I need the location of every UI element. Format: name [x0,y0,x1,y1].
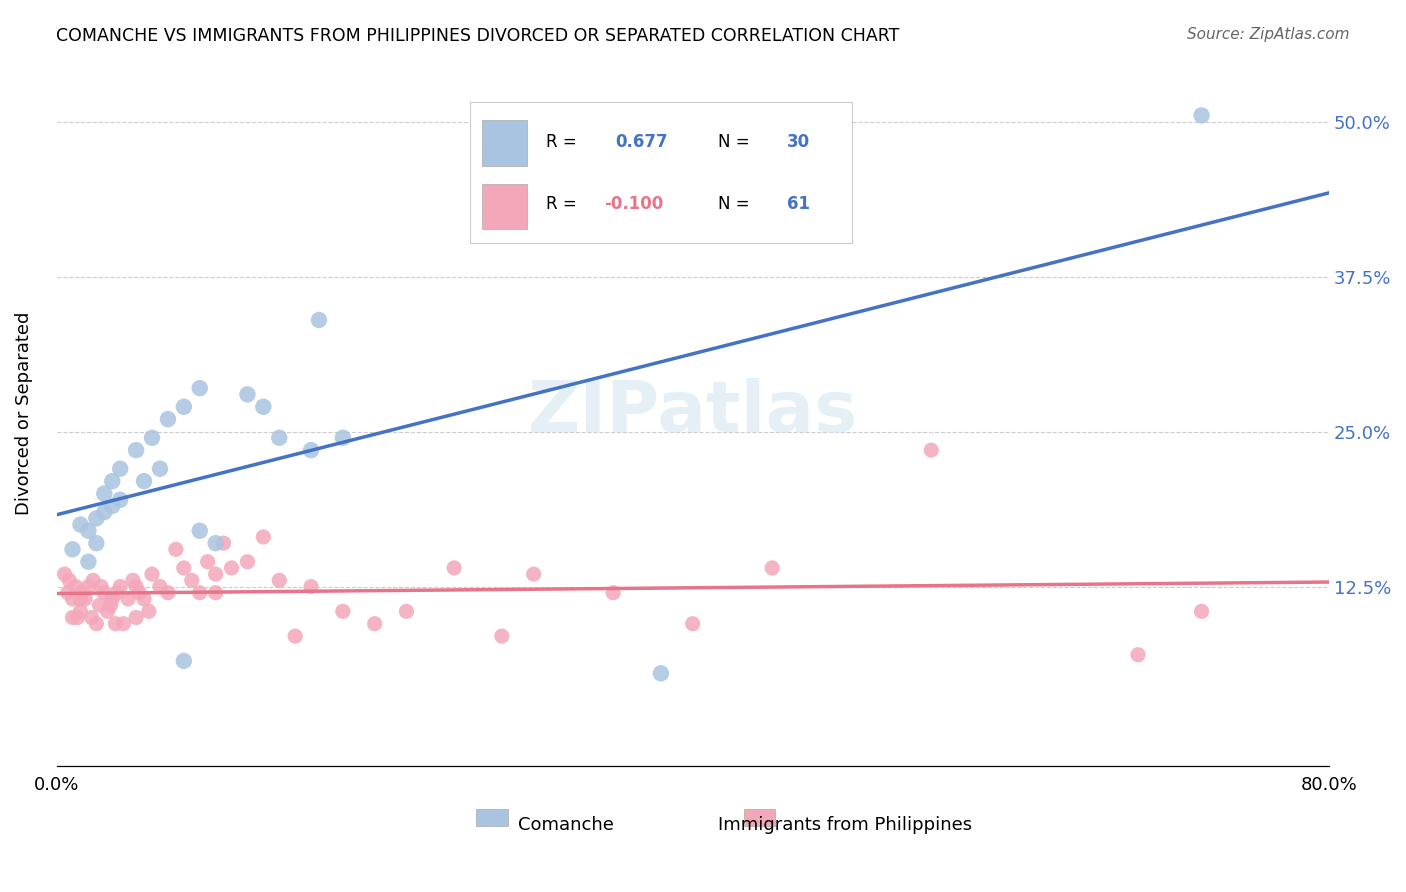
Point [86,511,108,525]
Point [173,654,195,668]
Point [363,616,385,631]
Point [602,586,624,600]
Point [252,530,274,544]
Point [236,555,259,569]
Point [920,443,942,458]
Point [62,542,84,557]
Point [77,555,100,569]
Point [77,580,100,594]
Point [93,505,115,519]
Point [82,574,104,588]
Point [62,610,84,624]
Point [62,591,84,606]
Point [101,499,124,513]
Point [56,586,79,600]
Point [156,586,179,600]
Point [66,610,89,624]
Point [221,561,243,575]
Point [212,536,235,550]
Text: Source: ZipAtlas.com: Source: ZipAtlas.com [1187,27,1350,42]
Point [138,604,160,618]
FancyBboxPatch shape [744,809,775,826]
Point [132,474,155,488]
Point [90,580,112,594]
Point [75,591,97,606]
Point [332,431,354,445]
Point [96,604,118,618]
Point [180,574,202,588]
Point [1191,108,1213,122]
Point [53,567,76,582]
Point [204,536,226,550]
Point [204,567,226,582]
Point [132,591,155,606]
Point [65,580,87,594]
Point [141,431,163,445]
Point [149,580,172,594]
Point [105,586,128,600]
Point [269,431,291,445]
Point [86,536,108,550]
Point [70,586,93,600]
Point [173,400,195,414]
Point [1191,604,1213,618]
Point [77,524,100,538]
Point [523,567,546,582]
Point [269,574,291,588]
Text: Comanche: Comanche [517,816,613,834]
Point [491,629,513,643]
Point [93,486,115,500]
Point [650,666,672,681]
Point [117,591,139,606]
Point [110,492,132,507]
Point [101,591,124,606]
Point [89,598,111,612]
Point [125,580,148,594]
Point [188,524,211,538]
Point [299,443,322,458]
Point [682,616,704,631]
Point [125,443,148,458]
Text: Immigrants from Philippines: Immigrants from Philippines [718,816,973,834]
Point [173,561,195,575]
Point [197,555,219,569]
Text: ZIPatlas: ZIPatlas [527,378,858,448]
Point [188,586,211,600]
Point [252,400,274,414]
Point [69,591,91,606]
Point [69,604,91,618]
Y-axis label: Divorced or Separated: Divorced or Separated [15,311,32,515]
Text: COMANCHE VS IMMIGRANTS FROM PHILIPPINES DIVORCED OR SEPARATED CORRELATION CHART: COMANCHE VS IMMIGRANTS FROM PHILIPPINES … [56,27,900,45]
Point [165,542,187,557]
Point [284,629,307,643]
Point [100,598,122,612]
Point [761,561,783,575]
Point [69,517,91,532]
Point [110,580,132,594]
Point [1126,648,1149,662]
Point [86,616,108,631]
Point [188,381,211,395]
Point [204,586,226,600]
Point [299,580,322,594]
Point [80,610,103,624]
Point [332,604,354,618]
Point [122,574,145,588]
Point [112,616,135,631]
Point [236,387,259,401]
Point [58,574,80,588]
Point [308,313,330,327]
Point [104,616,127,631]
Point [395,604,418,618]
FancyBboxPatch shape [477,809,508,826]
Point [110,462,132,476]
Point [443,561,465,575]
Point [149,462,172,476]
Point [125,610,148,624]
Point [141,567,163,582]
Point [156,412,179,426]
Point [93,586,115,600]
Point [128,586,150,600]
Point [101,474,124,488]
